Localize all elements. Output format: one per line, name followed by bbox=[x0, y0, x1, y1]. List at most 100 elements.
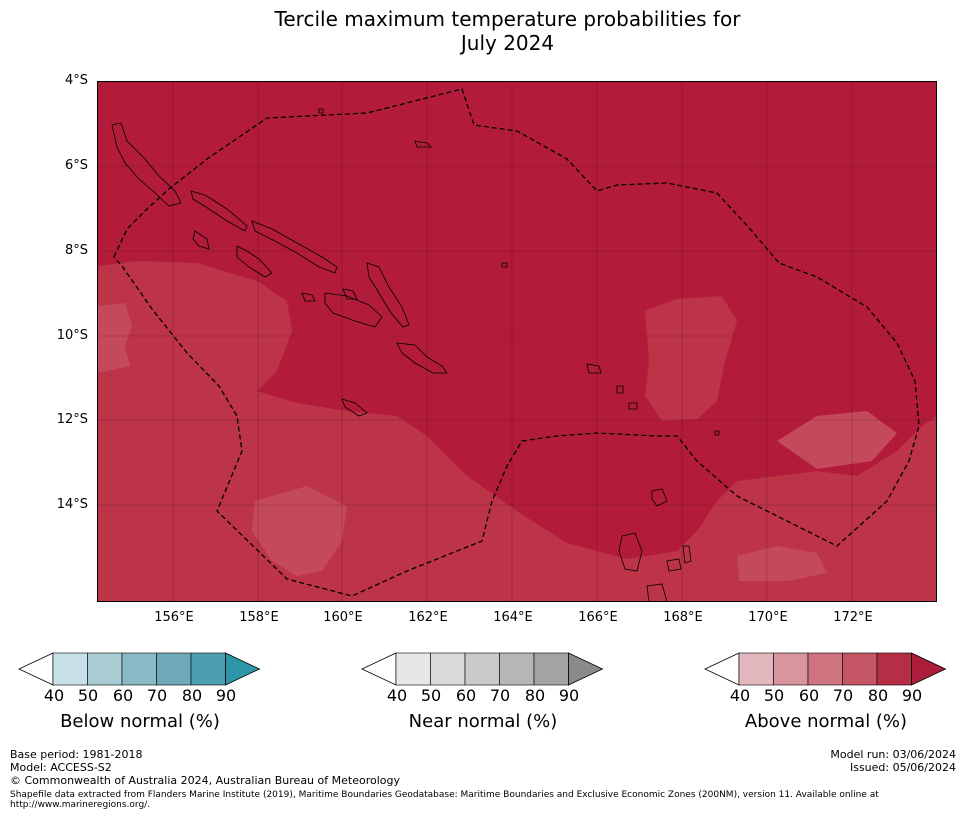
colorbar-extend-low bbox=[18, 652, 54, 686]
lat-label-6s: 6°S bbox=[64, 158, 88, 173]
colorbar-segment bbox=[395, 652, 431, 686]
title-line-1: Tercile maximum temperature probabilitie… bbox=[274, 7, 741, 31]
zone-60-e bbox=[777, 411, 897, 469]
lat-label-4s: 4°S bbox=[64, 73, 88, 88]
lon-label-170e: 170°E bbox=[748, 610, 788, 625]
banks-islands bbox=[651, 488, 668, 507]
lon-label-156e: 156°E bbox=[154, 610, 194, 625]
below-tick-40: 40 bbox=[43, 686, 65, 705]
colorbar-segment bbox=[807, 652, 843, 686]
graticule bbox=[97, 81, 937, 602]
gower-island bbox=[318, 108, 324, 114]
land-outlines bbox=[111, 108, 720, 602]
colorbar-below-normal bbox=[18, 652, 261, 686]
vanikoro-island bbox=[616, 385, 624, 394]
issued-date: Issued: 05/06/2024 bbox=[849, 761, 956, 774]
small-islands-mid bbox=[236, 245, 273, 278]
maewo-island bbox=[682, 545, 692, 564]
lon-label-168e: 168°E bbox=[663, 610, 703, 625]
shapefile-credit-line-1: Shapefile data extracted from Flanders M… bbox=[10, 790, 879, 800]
tikopia bbox=[714, 430, 720, 436]
zone-60-se bbox=[737, 546, 827, 581]
colorbar-segment bbox=[52, 652, 88, 686]
colorbar-extend-low bbox=[361, 652, 397, 686]
new-georgia-island bbox=[192, 230, 210, 250]
zone-60-w bbox=[97, 303, 132, 373]
near-tick-40: 40 bbox=[386, 686, 408, 705]
colorbar-segment bbox=[430, 652, 466, 686]
colorbar-extend-high bbox=[568, 652, 604, 686]
choiseul-island bbox=[190, 190, 248, 232]
base-period: Base period: 1981-2018 bbox=[10, 748, 143, 761]
torres-islands bbox=[628, 402, 638, 410]
colorbar-segment bbox=[190, 652, 226, 686]
above-tick-80: 80 bbox=[867, 686, 889, 705]
zone-60-sw bbox=[252, 486, 347, 576]
shapefile-credit: Shapefile data extracted from Flanders M… bbox=[10, 790, 950, 810]
near-normal-title: Near normal (%) bbox=[408, 711, 558, 732]
near-tick-50: 50 bbox=[420, 686, 442, 705]
colorbar-near-normal bbox=[361, 652, 604, 686]
above-tick-40: 40 bbox=[729, 686, 751, 705]
colorbar-segment bbox=[156, 652, 192, 686]
colorbar-segment bbox=[464, 652, 500, 686]
below-tick-70: 70 bbox=[146, 686, 168, 705]
santa-isabel-island bbox=[251, 220, 338, 274]
colorbar-segment bbox=[87, 652, 123, 686]
above-tick-70: 70 bbox=[832, 686, 854, 705]
colorbar-above-normal bbox=[704, 652, 947, 686]
model-name: Model: ACCESS-S2 bbox=[10, 761, 112, 774]
near-tick-60: 60 bbox=[455, 686, 477, 705]
ontong-java bbox=[414, 140, 432, 148]
colorbar-segment bbox=[499, 652, 535, 686]
lon-label-166e: 166°E bbox=[578, 610, 618, 625]
lon-label-172e: 172°E bbox=[833, 610, 873, 625]
model-run: Model run: 03/06/2024 bbox=[830, 748, 956, 761]
above-tick-60: 60 bbox=[798, 686, 820, 705]
russell-islands bbox=[301, 292, 316, 302]
bougainville-island bbox=[111, 122, 182, 207]
above-tick-50: 50 bbox=[763, 686, 785, 705]
lat-label-10s: 10°S bbox=[56, 328, 88, 343]
below-tick-50: 50 bbox=[77, 686, 99, 705]
above-tick-90: 90 bbox=[901, 686, 923, 705]
title-line-2: July 2024 bbox=[460, 31, 555, 55]
lon-label-162e: 162°E bbox=[408, 610, 448, 625]
colorbar-segment bbox=[121, 652, 157, 686]
below-tick-90: 90 bbox=[215, 686, 237, 705]
footer-left: Base period: 1981-2018 Model: ACCESS-S2 … bbox=[10, 748, 400, 787]
colorbar-segment bbox=[533, 652, 569, 686]
santa-cruz-islands bbox=[586, 363, 602, 374]
chart-title: Tercile maximum temperature probabilitie… bbox=[0, 7, 965, 55]
makira-island bbox=[396, 342, 448, 374]
above-normal-title: Above normal (%) bbox=[744, 711, 908, 732]
map-border bbox=[97, 81, 937, 602]
malakula-island bbox=[646, 583, 668, 602]
near-tick-70: 70 bbox=[489, 686, 511, 705]
map-canvas bbox=[97, 81, 937, 602]
colorbar-extend-low bbox=[704, 652, 740, 686]
zone-70-east bbox=[645, 296, 737, 421]
colorbar-extend-high bbox=[225, 652, 261, 686]
copyright: © Commonwealth of Australia 2024, Austra… bbox=[10, 774, 400, 787]
probability-map bbox=[97, 81, 937, 602]
near-tick-80: 80 bbox=[524, 686, 546, 705]
lon-label-158e: 158°E bbox=[239, 610, 279, 625]
rennell-island bbox=[341, 398, 368, 417]
lon-label-160e: 160°E bbox=[323, 610, 363, 625]
sikaiana bbox=[501, 262, 508, 268]
colorbar-segment bbox=[876, 652, 912, 686]
below-tick-80: 80 bbox=[181, 686, 203, 705]
below-tick-60: 60 bbox=[112, 686, 134, 705]
ambae-island bbox=[666, 558, 682, 572]
colorbar-segment bbox=[738, 652, 774, 686]
colorbar-segment bbox=[842, 652, 878, 686]
espiritu-santo-island bbox=[618, 532, 643, 572]
lat-label-12s: 12°S bbox=[56, 412, 88, 427]
near-tick-90: 90 bbox=[558, 686, 580, 705]
footer-right: Model run: 03/06/2024 Issued: 05/06/2024 bbox=[830, 748, 956, 774]
malaita-island bbox=[366, 262, 410, 328]
below-normal-title: Below normal (%) bbox=[60, 711, 220, 732]
colorbar-segment bbox=[773, 652, 809, 686]
colorbar-extend-high bbox=[911, 652, 947, 686]
